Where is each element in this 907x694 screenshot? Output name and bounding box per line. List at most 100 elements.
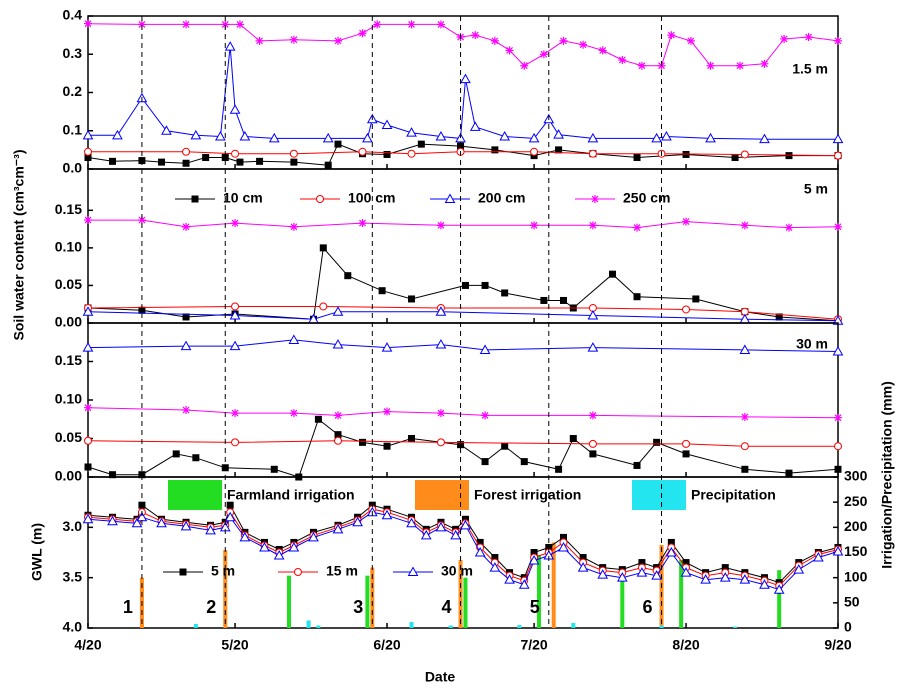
legend-label: Precipitation <box>691 487 776 503</box>
marker <box>82 513 94 524</box>
marker <box>793 564 805 574</box>
y2-tick-label: 250 <box>844 493 868 509</box>
marker <box>156 517 167 528</box>
marker <box>131 517 143 528</box>
marker <box>383 442 391 450</box>
marker <box>239 130 251 141</box>
marker <box>138 471 146 479</box>
bar <box>448 625 453 628</box>
marker <box>665 546 677 557</box>
legend-label: Farmland irrigation <box>227 487 355 503</box>
y2-tick-label: 200 <box>844 518 868 534</box>
legend-swatch <box>632 480 686 510</box>
marker <box>667 31 676 40</box>
marker <box>784 223 793 232</box>
marker <box>226 501 234 509</box>
marker <box>832 545 844 556</box>
marker <box>739 574 751 584</box>
marker <box>476 538 484 546</box>
bar <box>679 560 684 628</box>
marker <box>334 140 342 148</box>
bar <box>659 625 664 628</box>
marker <box>834 222 842 231</box>
marker <box>259 541 270 552</box>
series-line <box>88 46 838 140</box>
x-axis-title: Date <box>425 669 456 685</box>
marker <box>182 147 191 156</box>
marker <box>504 574 515 584</box>
marker <box>229 104 241 114</box>
marker <box>435 130 447 141</box>
series-line <box>87 440 838 447</box>
y-tick-label: 4.0 <box>63 619 83 635</box>
bar <box>551 542 556 628</box>
marker <box>229 309 241 320</box>
marker <box>319 244 327 252</box>
bar <box>409 621 414 628</box>
marker <box>221 20 230 29</box>
marker <box>832 345 844 356</box>
marker <box>780 34 789 43</box>
marker <box>290 158 298 166</box>
event-label: 4 <box>442 597 452 617</box>
series-line <box>87 23 839 67</box>
panel-label: 1.5 m <box>792 61 828 77</box>
marker <box>760 59 769 68</box>
marker <box>618 55 627 64</box>
marker <box>407 149 416 158</box>
marker <box>180 520 192 531</box>
marker <box>231 219 240 228</box>
marker <box>553 129 564 139</box>
panel-label: 5 m <box>804 181 828 197</box>
marker <box>381 509 393 520</box>
marker <box>268 132 280 143</box>
marker <box>700 574 712 584</box>
x-tick-label: 6/20 <box>373 637 400 653</box>
y-tick-label: 0.00 <box>55 468 82 484</box>
bar <box>193 623 198 628</box>
marker <box>489 562 501 572</box>
marker <box>332 339 344 349</box>
marker <box>308 531 319 542</box>
marker <box>109 471 117 479</box>
marker <box>491 554 499 562</box>
marker <box>773 584 785 594</box>
marker <box>84 154 92 162</box>
bar <box>620 575 625 628</box>
marker <box>589 450 597 458</box>
marker <box>332 306 344 316</box>
marker <box>832 133 844 144</box>
marker <box>775 313 783 321</box>
legend-label: Forest irrigation <box>474 487 581 503</box>
marker <box>719 572 731 582</box>
marker <box>332 523 344 534</box>
marker <box>450 529 462 540</box>
marker <box>785 469 793 477</box>
marker <box>804 33 813 42</box>
marker <box>471 31 480 40</box>
marker <box>352 516 363 527</box>
marker <box>381 119 393 130</box>
marker <box>229 340 241 351</box>
marker <box>528 555 540 565</box>
legend-label: 200 cm <box>478 190 525 206</box>
marker <box>651 132 662 143</box>
marker <box>236 158 244 166</box>
y-tick-label: 0.10 <box>55 239 82 255</box>
marker <box>682 305 691 314</box>
y-axis-title: Soil water content (cm³cm⁻³) <box>11 150 27 341</box>
x-tick-label: 9/20 <box>824 637 851 653</box>
marker <box>112 129 123 140</box>
marker <box>359 438 367 446</box>
panel-label: 30 m <box>796 336 828 352</box>
event-label: 6 <box>643 597 653 617</box>
marker <box>137 216 146 225</box>
marker <box>559 533 567 541</box>
y2-tick-label: 150 <box>844 543 868 559</box>
marker <box>378 287 386 295</box>
legend-label: 100 cm <box>348 190 395 206</box>
marker <box>334 431 342 439</box>
bar <box>571 622 576 628</box>
marker <box>633 293 641 301</box>
